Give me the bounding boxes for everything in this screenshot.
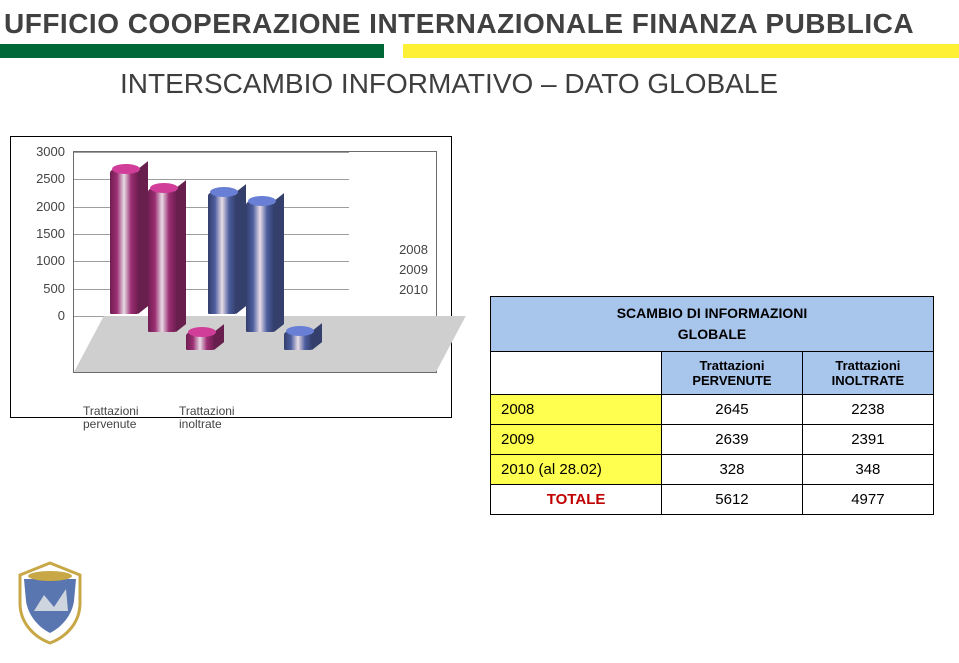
- total-label: TOTALE: [491, 485, 662, 515]
- table-caption: SCAMBIO DI INFORMAZIONIGLOBALE: [491, 297, 934, 352]
- total-inoltrate: 4977: [802, 485, 933, 515]
- data-table: SCAMBIO DI INFORMAZIONIGLOBALE Trattazio…: [490, 296, 934, 515]
- chart-plot-area: 200820092010: [73, 151, 437, 373]
- table-header-1: Trattazioni PERVENUTE: [662, 352, 803, 395]
- row-pervenute: 2645: [662, 395, 803, 425]
- y-tick-label: 1000: [17, 253, 65, 268]
- table-header-2: Trattazioni INOLTRATE: [802, 352, 933, 395]
- header-stripe: [0, 44, 959, 58]
- row-label: 2010 (al 28.02): [491, 455, 662, 485]
- stripe-band-1: [0, 44, 384, 58]
- row-pervenute: 328: [662, 455, 803, 485]
- y-tick-label: 1500: [17, 226, 65, 241]
- total-pervenute: 5612: [662, 485, 803, 515]
- stripe-band-2: [384, 44, 403, 58]
- page-title: UFFICIO COOPERAZIONE INTERNAZIONALE FINA…: [0, 0, 959, 44]
- chart-y-labels: 050010001500200025003000: [17, 151, 65, 315]
- stripe-band-3: [403, 44, 959, 58]
- chart-bar: [246, 201, 274, 332]
- z-label: 2009: [399, 262, 428, 282]
- z-label: 2010: [399, 282, 428, 302]
- table-row: 200826452238: [491, 395, 934, 425]
- y-tick-label: 3000: [17, 144, 65, 159]
- row-label: 2009: [491, 425, 662, 455]
- y-tick-label: 2000: [17, 199, 65, 214]
- row-inoltrate: 2238: [802, 395, 933, 425]
- chart-bar: [148, 188, 176, 332]
- table-row: 2010 (al 28.02)328348: [491, 455, 934, 485]
- page-subtitle: INTERSCAMBIO INFORMATIVO – DATO GLOBALE: [0, 58, 959, 100]
- y-tick-label: 2500: [17, 171, 65, 186]
- chart-z-labels: 200820092010: [399, 242, 428, 302]
- chart-bar: [186, 332, 214, 350]
- y-tick-label: 500: [17, 281, 65, 296]
- row-pervenute: 2639: [662, 425, 803, 455]
- chart-bar: [110, 169, 138, 314]
- y-tick-label: 0: [17, 308, 65, 323]
- chart-bar: [284, 331, 312, 350]
- z-label: 2008: [399, 242, 428, 262]
- table-header-empty: [491, 352, 662, 395]
- table-row: 200926392391: [491, 425, 934, 455]
- x-label: Trattazioniinoltrate: [179, 405, 235, 431]
- crest-badge-icon: [14, 561, 86, 645]
- row-label: 2008: [491, 395, 662, 425]
- table-total-row: TOTALE56124977: [491, 485, 934, 515]
- x-label: Trattazionipervenute: [83, 405, 139, 431]
- chart-bar: [208, 192, 236, 314]
- row-inoltrate: 2391: [802, 425, 933, 455]
- chart-container: 050010001500200025003000 200820092010 Tr…: [10, 136, 452, 418]
- grid-line: [74, 152, 349, 153]
- row-inoltrate: 348: [802, 455, 933, 485]
